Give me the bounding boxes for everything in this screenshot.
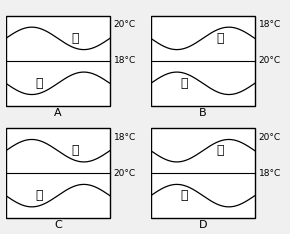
Text: 20°C: 20°C [259, 133, 281, 142]
Bar [6, 128, 110, 218]
Text: B: B [199, 108, 207, 118]
Text: 20°C: 20°C [114, 20, 136, 29]
Text: A: A [54, 108, 62, 118]
Text: 陆: 陆 [180, 77, 188, 90]
Bar [151, 128, 255, 218]
Text: 18°C: 18°C [114, 56, 136, 65]
Text: 20°C: 20°C [259, 56, 281, 65]
Text: 陆: 陆 [71, 144, 79, 157]
Text: 海: 海 [35, 189, 43, 202]
Text: 20°C: 20°C [114, 169, 136, 178]
Text: 陆: 陆 [35, 77, 43, 90]
Text: 18°C: 18°C [114, 133, 136, 142]
Bar [151, 16, 255, 106]
Text: 海: 海 [180, 189, 188, 202]
Text: 陆: 陆 [216, 144, 224, 157]
Text: 海: 海 [71, 32, 79, 45]
Text: C: C [54, 220, 62, 230]
Text: 18°C: 18°C [259, 20, 281, 29]
Text: 18°C: 18°C [259, 169, 281, 178]
Bar [6, 16, 110, 106]
Text: 海: 海 [216, 32, 224, 45]
Text: D: D [199, 220, 207, 230]
